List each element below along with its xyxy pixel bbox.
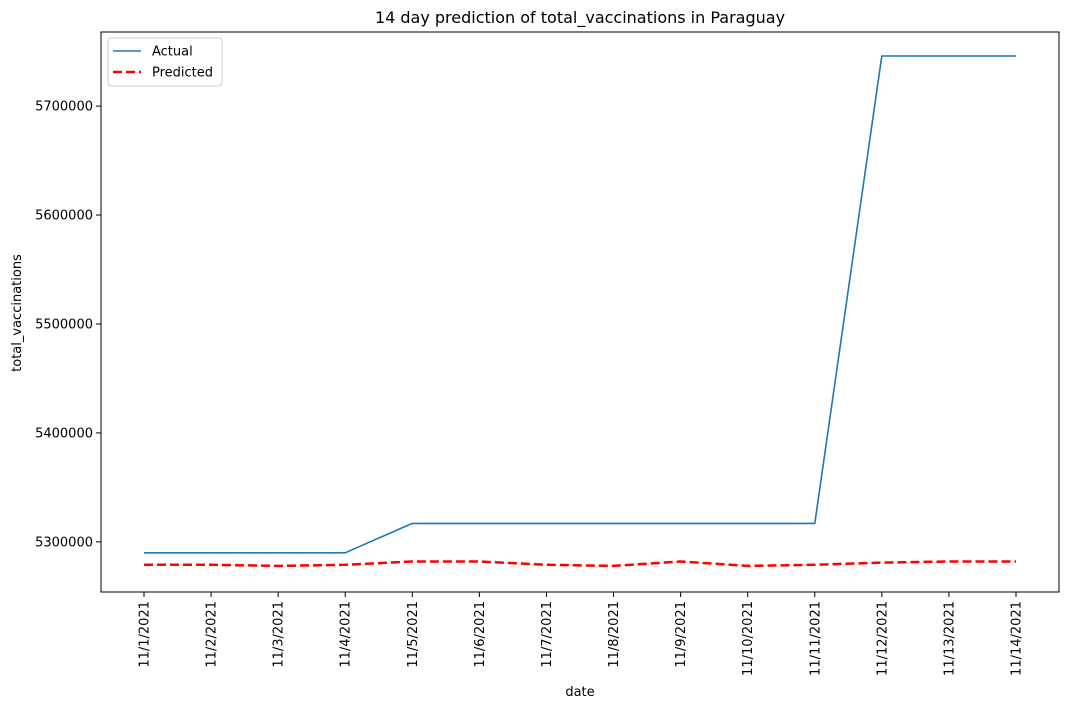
series-line-predicted bbox=[144, 560, 1016, 568]
x-tick-label: 11/3/2021 bbox=[272, 601, 287, 668]
x-axis: 11/1/2021 11/2/2021 11/3/2021 11/4/2021 11/5… bbox=[138, 592, 1025, 676]
x-tick-label: 11/4/2021 bbox=[339, 601, 354, 668]
x-tick-label: 11/13/2021 bbox=[942, 601, 957, 676]
series-layer bbox=[144, 55, 1016, 568]
x-tick-label: 11/9/2021 bbox=[674, 601, 689, 668]
x-tick-label: 11/1/2021 bbox=[138, 601, 153, 668]
x-tick-label: 11/6/2021 bbox=[473, 601, 488, 668]
x-tick-label: 11/12/2021 bbox=[875, 601, 890, 676]
x-tick-label: 11/2/2021 bbox=[205, 601, 220, 668]
x-tick-label: 11/10/2021 bbox=[741, 601, 756, 676]
plot-area-frame bbox=[100, 31, 1060, 593]
series-line-actual bbox=[144, 55, 1016, 554]
x-tick-label: 11/8/2021 bbox=[607, 601, 622, 668]
chart-title: 14 day prediction of total_vaccinations … bbox=[375, 8, 785, 28]
x-tick-label: 11/5/2021 bbox=[406, 601, 421, 668]
legend-label-predicted: Predicted bbox=[152, 66, 213, 81]
y-tick-label: 5300000 bbox=[35, 535, 93, 550]
y-tick-label: 5600000 bbox=[35, 209, 93, 224]
legend-label-actual: Actual bbox=[152, 45, 193, 60]
x-tick-label: 11/11/2021 bbox=[808, 601, 823, 676]
y-tick-label: 5700000 bbox=[35, 100, 93, 115]
x-axis-label: date bbox=[565, 685, 594, 700]
x-tick-label: 11/7/2021 bbox=[540, 601, 555, 668]
legend-box bbox=[107, 37, 223, 87]
legend: Actual Predicted bbox=[107, 37, 223, 87]
y-axis-label: total_vaccinations bbox=[10, 254, 25, 372]
x-tick-label: 11/14/2021 bbox=[1010, 601, 1025, 676]
y-axis: 5300000 5400000 5500000 5600000 5700000 bbox=[35, 100, 101, 550]
y-tick-label: 5400000 bbox=[35, 426, 93, 441]
y-tick-label: 5500000 bbox=[35, 317, 93, 332]
